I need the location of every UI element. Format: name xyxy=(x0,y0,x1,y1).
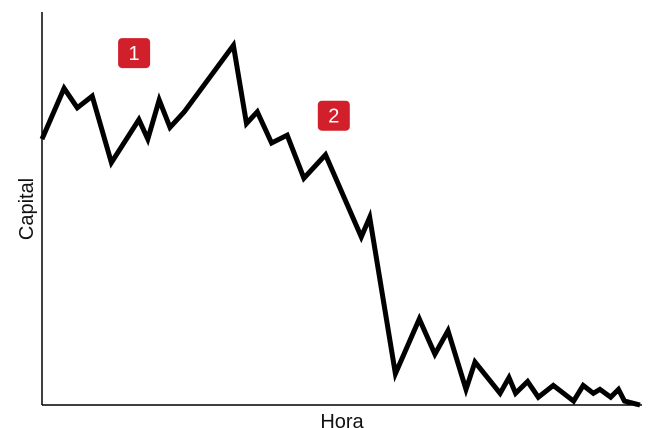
annotation-layer: 12 xyxy=(118,38,350,131)
series-layer xyxy=(39,39,641,408)
annotation-badge-box xyxy=(118,38,151,69)
annotation-badge-2: 2 xyxy=(317,100,350,131)
annotation-badge-label: 1 xyxy=(129,43,140,65)
annotation-badge-label: 2 xyxy=(328,106,339,128)
y-axis-title: Capital xyxy=(16,178,38,240)
annotation-badge-1: 1 xyxy=(118,38,151,69)
annotation-badge-box xyxy=(317,100,350,131)
capital-series-line-0 xyxy=(39,39,641,408)
x-axis-title: Hora xyxy=(320,411,364,428)
